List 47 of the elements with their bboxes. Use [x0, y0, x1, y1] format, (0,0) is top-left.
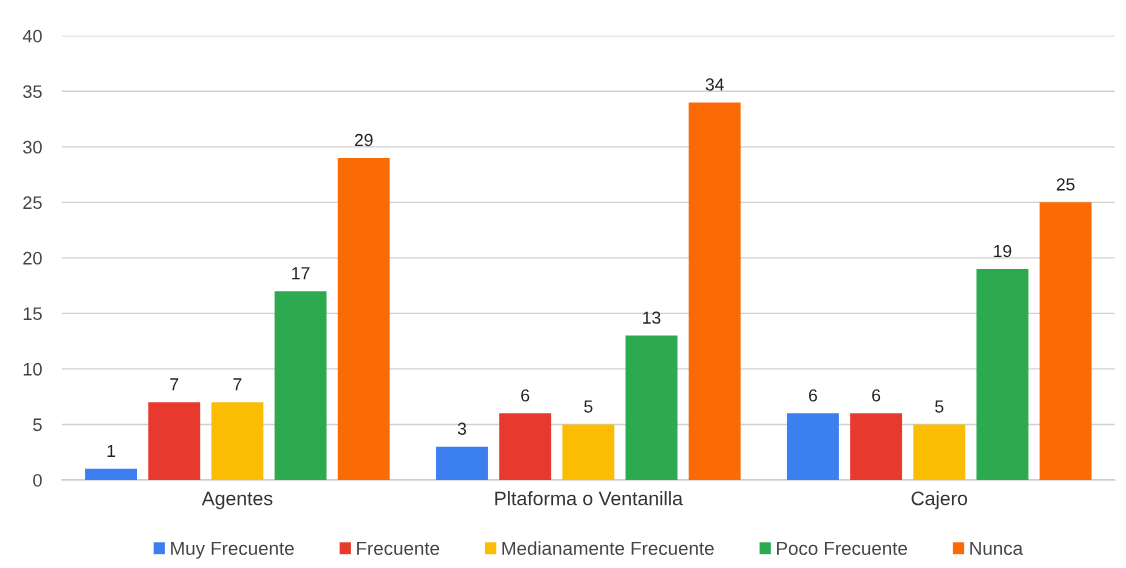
bar — [625, 335, 678, 480]
data-label: 7 — [233, 378, 242, 391]
y-tick-label: 0 — [33, 473, 42, 487]
bar — [688, 102, 741, 480]
data-label: 34 — [705, 78, 724, 91]
legend-label: Nunca — [970, 541, 1024, 556]
y-tick-label: 10 — [23, 362, 42, 376]
data-label: 7 — [170, 378, 179, 391]
data-label: 29 — [354, 133, 373, 147]
bar — [976, 268, 1029, 480]
bar — [211, 402, 264, 480]
y-tick-label: 20 — [23, 251, 42, 265]
y-tick-label: 35 — [23, 85, 42, 99]
y-tick-label: 25 — [23, 196, 42, 210]
bar — [274, 291, 327, 480]
x-tick-label: Cajero — [911, 491, 968, 510]
bar — [337, 157, 390, 480]
data-label: 17 — [292, 267, 310, 280]
data-label: 19 — [994, 244, 1012, 258]
y-tick-label: 15 — [23, 307, 42, 321]
data-label: 13 — [643, 311, 661, 324]
data-label: 6 — [872, 389, 881, 402]
bar — [850, 413, 903, 480]
bar — [562, 424, 615, 480]
bar — [148, 402, 201, 480]
data-label: 5 — [584, 400, 593, 413]
x-tick-label: Pltaforma o Ventanilla — [495, 491, 683, 506]
data-label: 3 — [457, 422, 467, 435]
legend-label: Muy Frecuente — [171, 541, 294, 559]
x-tick-label: Agentes — [201, 491, 273, 510]
data-label: 25 — [1056, 178, 1075, 191]
legend-label: Medianamente Frecuente — [502, 541, 714, 556]
legend-label: Poco Frecuente — [777, 541, 908, 556]
y-tick-label: 30 — [23, 140, 42, 154]
data-label: 5 — [935, 400, 944, 413]
data-label: 6 — [521, 389, 530, 402]
y-tick-label: 40 — [22, 29, 42, 43]
bar — [1039, 202, 1092, 480]
legend-label: Frecuente — [357, 541, 440, 556]
bar — [436, 446, 488, 480]
bar — [85, 468, 138, 480]
bar — [786, 413, 839, 480]
data-label: 1 — [107, 444, 116, 457]
y-tick-label: 5 — [33, 418, 42, 432]
bar — [913, 424, 966, 480]
data-label: 6 — [808, 389, 817, 402]
bar — [499, 413, 552, 480]
